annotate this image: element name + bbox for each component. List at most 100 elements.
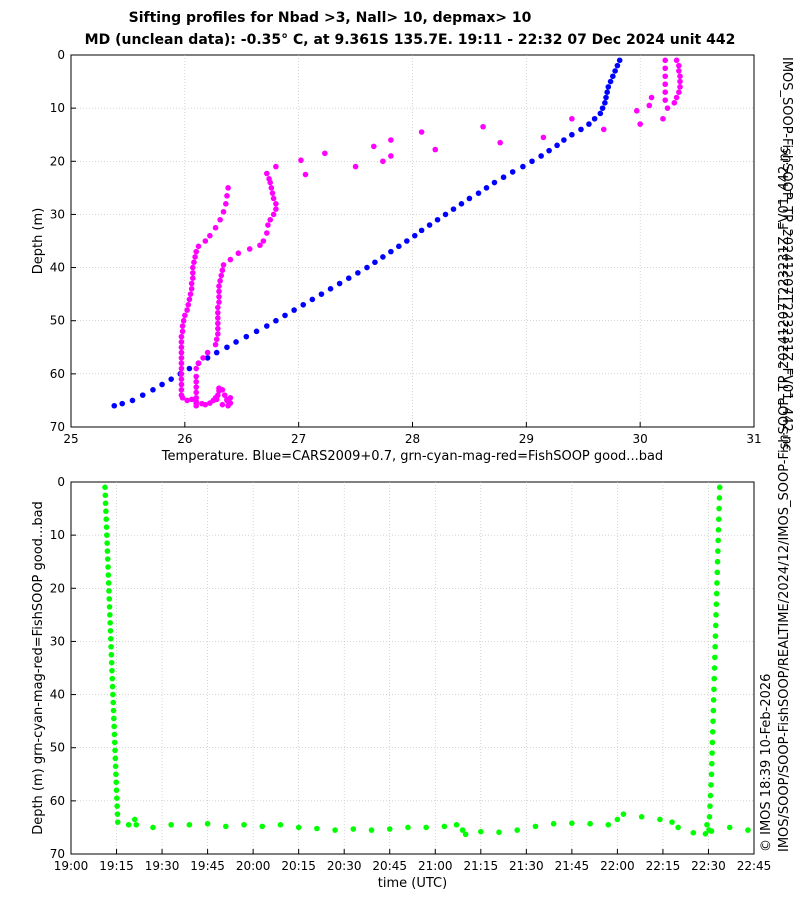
top-data-point: [538, 153, 544, 159]
top-data-point: [434, 216, 441, 223]
bottom-x-tick-label: 21:45: [555, 859, 590, 873]
top-data-point: [370, 143, 377, 150]
top-data-point: [569, 131, 575, 138]
top-data-point: [309, 296, 316, 303]
bottom-data-point: [106, 596, 113, 602]
top-data-point: [648, 94, 655, 101]
top-data-point: [221, 392, 228, 398]
top-data-point: [561, 137, 567, 143]
bottom-x-tick-label: 22:15: [646, 859, 681, 873]
top-y-axis-label: Depth (m): [31, 208, 46, 275]
top-data-point: [184, 307, 190, 313]
temperature-depth-plot: 25 26 27 28 29 30 31 0 10 20 30 40 50 60 70 Temperature…: [31, 48, 762, 464]
top-data-point: [178, 365, 185, 372]
bottom-data-point: [104, 556, 111, 562]
top-data-point: [178, 339, 185, 345]
top-data-point: [637, 121, 643, 127]
bottom-data-point: [715, 537, 721, 544]
top-data-point: [263, 323, 270, 329]
bottom-data-point: [716, 505, 722, 512]
top-data-point: [633, 108, 640, 114]
bottom-data-point: [710, 697, 717, 703]
bottom-y-axis-label: Depth (m) grn-cyan-mag-red=FishSOOP good…: [31, 501, 46, 835]
bottom-data-point: [133, 821, 140, 828]
bottom-data-point: [204, 820, 211, 827]
bottom-data-point: [241, 821, 247, 828]
bottom-data-point: [111, 739, 118, 746]
top-data-point: [270, 211, 277, 218]
file-name-side-label: IMOS_SOOP-FishSOOP_TP_20241207T223231Z_F…: [779, 57, 794, 451]
top-data-point: [186, 296, 193, 303]
bottom-data-point: [111, 731, 118, 738]
bottom-data-point: [712, 643, 718, 650]
top-data-point: [139, 392, 146, 398]
top-data-point: [475, 190, 482, 196]
top-data-point: [352, 163, 359, 170]
bottom-data-point: [704, 821, 710, 828]
top-data-point: [676, 68, 682, 74]
top-data-point: [599, 105, 606, 111]
bottom-data-point: [109, 675, 116, 682]
top-data-point: [215, 392, 221, 398]
top-data-point: [215, 320, 221, 327]
top-data-point: [266, 176, 272, 182]
chart-title-line-1: Sifting profiles for Nbad >3, Nall> 10, …: [128, 10, 532, 26]
top-data-point: [355, 270, 361, 276]
chart-title-line-2: MD (unclean data): -0.35° C, at 9.361S 1…: [84, 32, 736, 48]
bottom-data-point: [104, 548, 111, 554]
top-data-point: [450, 206, 457, 212]
top-data-point: [193, 398, 200, 405]
bottom-data-point: [716, 495, 723, 501]
top-data-point: [193, 365, 200, 372]
top-data-point: [215, 309, 221, 316]
bottom-x-tick-label: 21:30: [509, 859, 544, 873]
top-data-point: [466, 195, 473, 202]
bottom-data-point: [712, 633, 719, 639]
top-data-point: [193, 402, 200, 409]
bottom-y-tick-label: 50: [50, 741, 65, 755]
top-data-point: [388, 153, 394, 159]
bottom-data-point: [113, 779, 120, 786]
top-data-point: [442, 211, 449, 218]
bottom-data-point: [150, 824, 156, 831]
top-data-point: [677, 78, 683, 85]
top-data-point: [257, 242, 263, 249]
top-data-point: [418, 227, 425, 234]
top-data-point: [404, 238, 410, 244]
top-data-point: [253, 328, 260, 335]
bottom-data-point: [709, 739, 716, 746]
top-data-point: [509, 169, 516, 175]
top-data-point: [458, 201, 465, 207]
bottom-x-tick-label: 20:30: [327, 859, 362, 873]
bottom-data-point: [110, 691, 116, 698]
top-data-point: [491, 179, 498, 186]
bottom-data-point: [550, 820, 557, 827]
bottom-data-point: [112, 747, 118, 754]
top-data-point: [380, 254, 386, 260]
top-data-point: [298, 157, 304, 164]
bottom-data-point: [104, 532, 110, 538]
top-data-point: [195, 243, 202, 250]
top-data-point: [204, 349, 211, 356]
bottom-data-point: [706, 827, 712, 833]
top-data-point: [184, 397, 190, 404]
bottom-data-point: [614, 816, 621, 823]
bottom-data-point: [714, 569, 721, 576]
top-data-point: [243, 333, 250, 340]
bottom-data-point: [111, 723, 117, 730]
bottom-data-point: [710, 707, 717, 714]
top-data-point: [178, 360, 185, 367]
top-data-point: [182, 312, 188, 319]
top-data-point: [540, 134, 547, 141]
top-data-point: [546, 147, 552, 154]
bottom-data-point: [714, 558, 721, 565]
bottom-data-point: [423, 824, 429, 831]
bottom-data-point: [459, 827, 466, 833]
top-x-tick-label: 29: [519, 432, 534, 446]
top-data-point: [213, 336, 220, 343]
top-data-point: [480, 123, 486, 130]
top-data-point: [529, 158, 535, 165]
bottom-data-point: [103, 516, 110, 522]
top-data-point: [676, 62, 682, 69]
top-data-point: [282, 312, 288, 319]
